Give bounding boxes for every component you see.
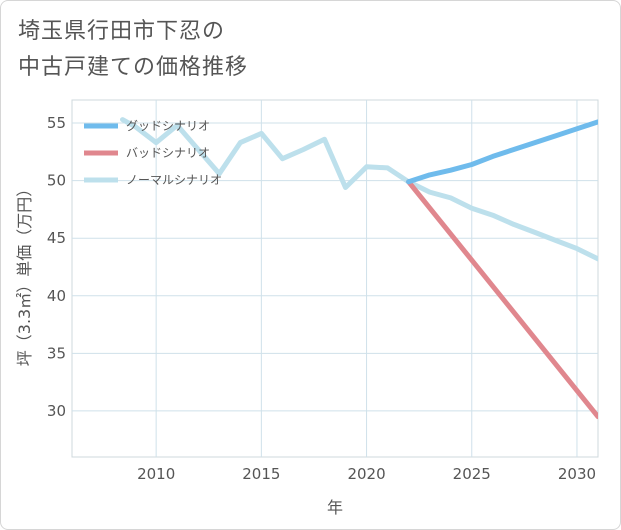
y-tick-label: 35 [47,344,66,362]
chart-title-line-2: 中古戸建ての価格推移 [18,55,249,80]
x-tick-label: 2010 [137,465,175,483]
x-tick-label: 2020 [347,465,385,483]
y-tick-label: 55 [47,114,66,132]
chart-title-line-1: 埼玉県行田市下忍の [18,19,226,44]
chart-title: 埼玉県行田市下忍の 中古戸建ての価格推移 [18,14,248,86]
plot-frame [71,99,599,458]
x-tick-label: 2030 [558,465,596,483]
x-axis-title: 年 [327,498,343,517]
normal-scenario-line [120,117,598,262]
legend-label-bad-scenario: バッドシナリオ [126,146,210,160]
legend-label-normal-scenario: ノーマルシナリオ [126,173,222,187]
y-tick-label: 45 [47,229,66,247]
x-tick-label: 2015 [242,465,280,483]
bad-scenario-line [406,179,598,420]
x-tick-label: 2025 [453,465,491,483]
good-scenario-line [406,119,598,185]
y-axis-title: 坪（3.3㎡）単価（万円） [15,181,34,366]
y-tick-label: 50 [47,172,66,190]
legend-label-good-scenario: グッドシナリオ [126,119,210,133]
y-tick-label: 30 [47,402,66,420]
y-tick-label: 40 [47,287,66,305]
